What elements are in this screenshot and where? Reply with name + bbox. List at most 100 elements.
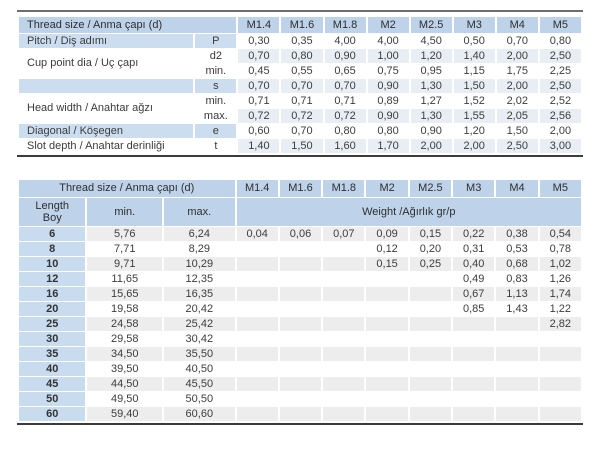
weight-cell: 0,38	[496, 227, 538, 241]
weight-cell	[279, 257, 322, 271]
t2-row-12: 12 11,65 12,35 0,49 0,83 1,26	[19, 272, 581, 286]
weight-cell: 0,09	[366, 227, 408, 241]
weight-cell: 0,22	[453, 227, 495, 241]
weight-cell	[539, 347, 581, 361]
max-cell: 8,29	[164, 242, 235, 256]
length-cell: 12	[19, 272, 86, 286]
weight-cell	[236, 287, 278, 301]
t2-col-m5: M5	[539, 180, 581, 197]
weight-cell	[323, 317, 365, 331]
spec-value: 0,75	[367, 64, 409, 78]
spec-value: 1,15	[453, 64, 495, 78]
spec-value: 0,72	[238, 109, 280, 123]
weight-cell	[279, 392, 322, 406]
spec-symbol: t	[195, 139, 237, 153]
spec-symbol: max.	[195, 109, 237, 123]
weight-cell	[409, 317, 452, 331]
t1-header-row: Thread size / Anma çapı (d) M1.4 M1.6 M1…	[19, 17, 581, 33]
spec-value: 0,90	[367, 109, 409, 123]
max-cell: 12,35	[164, 272, 235, 286]
weight-cell	[236, 407, 278, 421]
spec-symbol: s	[195, 79, 237, 93]
weight-cell: 0,31	[453, 242, 495, 256]
t1-col-m4: M4	[496, 17, 538, 33]
t2-row-50: 50 49,50 50,50	[19, 392, 581, 406]
spec-label: Slot depth / Anahtar derinliği	[19, 139, 194, 153]
spec-value: 1,50	[496, 124, 538, 138]
spec-value: 0,65	[324, 64, 366, 78]
spec-value: 0,30	[238, 34, 280, 48]
spec-value: 1,20	[453, 124, 495, 138]
spec-value: 1,40	[238, 139, 280, 153]
max-cell: 16,35	[164, 287, 235, 301]
weight-cell: 0,78	[539, 242, 581, 256]
weight-cell	[236, 362, 278, 376]
spec-value: 1,70	[367, 139, 409, 153]
weight-cell	[279, 272, 322, 286]
length-cell: 50	[19, 392, 86, 406]
t2-row-6: 6 5,76 6,24 0,04 0,06 0,07 0,09 0,15 0,2…	[19, 227, 581, 241]
weight-cell	[453, 332, 495, 346]
weight-cell	[236, 257, 278, 271]
spec-value: 1,30	[410, 79, 452, 93]
weight-cell	[453, 392, 495, 406]
weight-cell	[366, 317, 408, 331]
spec-value: 0,70	[238, 49, 280, 63]
spec-value: 2,00	[410, 139, 452, 153]
weight-cell: 0,49	[453, 272, 495, 286]
t2-row-30: 30 29,58 30,42	[19, 332, 581, 346]
spec-value: 0,80	[367, 124, 409, 138]
weight-cell	[323, 377, 365, 391]
spec-value: 2,00	[453, 139, 495, 153]
weight-cell	[496, 347, 538, 361]
length-cell: 40	[19, 362, 86, 376]
weight-cell	[539, 407, 581, 421]
weight-cell	[279, 242, 322, 256]
weight-cell	[279, 317, 322, 331]
weight-cell	[539, 362, 581, 376]
t2-col-m2: M2	[366, 180, 408, 197]
t1-row-diagonal: Diagonal / Köşegen e 0,60 0,70 0,80 0,80…	[19, 124, 581, 138]
weight-cell	[496, 392, 538, 406]
weight-cell	[366, 347, 408, 361]
t1-row-cup-d2: Cup point dia / Uç çapı d2 0,70 0,80 0,9…	[19, 49, 581, 78]
spec-value: 3,00	[539, 139, 581, 153]
spec-value: 2,02	[496, 94, 538, 108]
spec-value: 0,80	[324, 124, 366, 138]
weight-cell	[323, 287, 365, 301]
spec-value: 4,00	[367, 34, 409, 48]
min-cell: 19,58	[87, 302, 163, 316]
weight-cell	[409, 287, 452, 301]
weight-cell	[496, 362, 538, 376]
weight-cell	[366, 302, 408, 316]
t1-col-m1_8: M1.8	[324, 17, 366, 33]
weight-cell: 0,04	[236, 227, 278, 241]
min-cell: 15,65	[87, 287, 163, 301]
weights-table: Thread size / Anma çapı (d) M1.4 M1.6 M1…	[17, 179, 583, 422]
weight-cell	[279, 287, 322, 301]
length-header: Length Boy	[19, 198, 86, 226]
max-header: max.	[164, 198, 235, 226]
spec-value: 0,60	[238, 124, 280, 138]
weight-cell	[366, 287, 408, 301]
spec-value: 0,70	[281, 124, 323, 138]
spec-symbol: d2	[195, 49, 237, 63]
weight-cell: 1,13	[496, 287, 538, 301]
dimensions-table: Thread size / Anma çapı (d) M1.4 M1.6 M1…	[17, 16, 583, 154]
spec-value: 1,60	[324, 139, 366, 153]
spec-value: 2,25	[539, 64, 581, 78]
spec-label: Diagonal / Köşegen	[19, 124, 194, 138]
t1-col-m2_5: M2.5	[410, 17, 452, 33]
length-cell: 25	[19, 317, 86, 331]
weight-cell	[366, 272, 408, 286]
spec-value: 0,80	[281, 49, 323, 63]
length-cell: 60	[19, 407, 86, 421]
weights-table-section: Thread size / Anma çapı (d) M1.4 M1.6 M1…	[17, 179, 583, 425]
weight-cell	[323, 362, 365, 376]
spec-value: 2,50	[539, 49, 581, 63]
min-cell: 5,76	[87, 227, 163, 241]
spec-value: 2,56	[539, 109, 581, 123]
weight-cell	[453, 377, 495, 391]
t1-col-m2: M2	[367, 17, 409, 33]
spec-value: 0,70	[496, 34, 538, 48]
